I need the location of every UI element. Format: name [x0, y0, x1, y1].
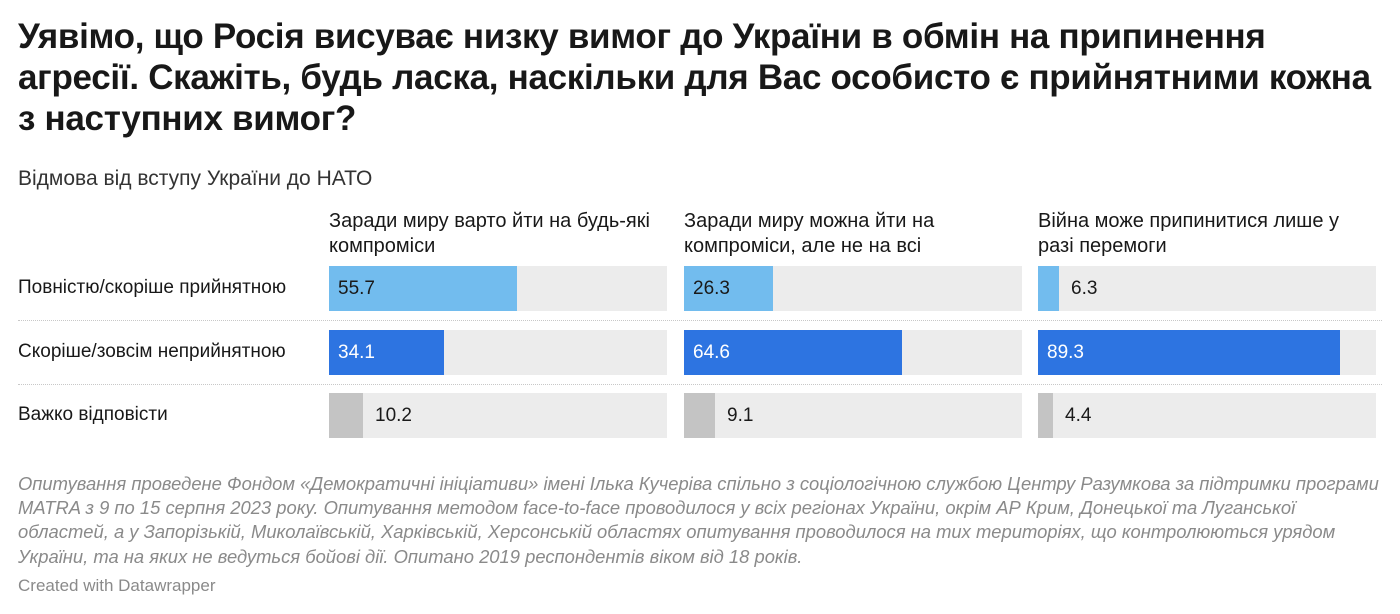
chart-title: Уявімо, що Росія висуває низку вимог до …: [18, 17, 1371, 138]
value-label: 55.7: [338, 278, 375, 299]
bar: [329, 393, 363, 438]
bar-track: 10.2: [329, 393, 667, 438]
bar: [1038, 393, 1053, 438]
bar-track: 64.6: [684, 330, 1022, 375]
value-label: 10.2: [375, 405, 412, 426]
row-separator: [18, 320, 1382, 321]
value-label: 26.3: [693, 278, 730, 299]
chart-subtitle: Відмова від вступу України до НАТО: [18, 167, 373, 190]
datawrapper-credit: Created with Datawrapper: [18, 576, 216, 595]
bar: [684, 330, 902, 375]
bar-track: 4.4: [1038, 393, 1376, 438]
row-separator: [18, 384, 1382, 385]
bar-track: 26.3: [684, 266, 1022, 311]
value-label: 6.3: [1071, 278, 1098, 299]
row-label: Важко відповісти: [18, 404, 168, 425]
bar-track: 55.7: [329, 266, 667, 311]
column-header: Заради миру варто йти на будь-які компро…: [329, 210, 650, 257]
bar: [1038, 330, 1340, 375]
bar: [684, 266, 773, 311]
row-label: Повністю/скоріше прийнятною: [18, 277, 287, 298]
bar: [329, 330, 444, 375]
value-label: 34.1: [338, 342, 375, 363]
bar-track: 34.1: [329, 330, 667, 375]
bar-track: 9.1: [684, 393, 1022, 438]
value-label: 9.1: [727, 405, 754, 426]
bar: [329, 266, 517, 311]
bar-track: 6.3: [1038, 266, 1376, 311]
column-header: Війна може припинитися лише у разі перем…: [1038, 210, 1340, 257]
bar: [684, 393, 715, 438]
bar: [1038, 266, 1059, 311]
value-label: 64.6: [693, 342, 730, 363]
value-label: 89.3: [1047, 342, 1084, 363]
column-header: Заради миру можна йти на компроміси, але…: [684, 210, 935, 257]
chart-notes: Опитування проведене Фондом «Демократичн…: [18, 473, 1379, 567]
bar-track: 89.3: [1038, 330, 1376, 375]
row-label: Скоріше/зовсім неприйнятною: [18, 341, 286, 362]
value-label: 4.4: [1065, 405, 1092, 426]
